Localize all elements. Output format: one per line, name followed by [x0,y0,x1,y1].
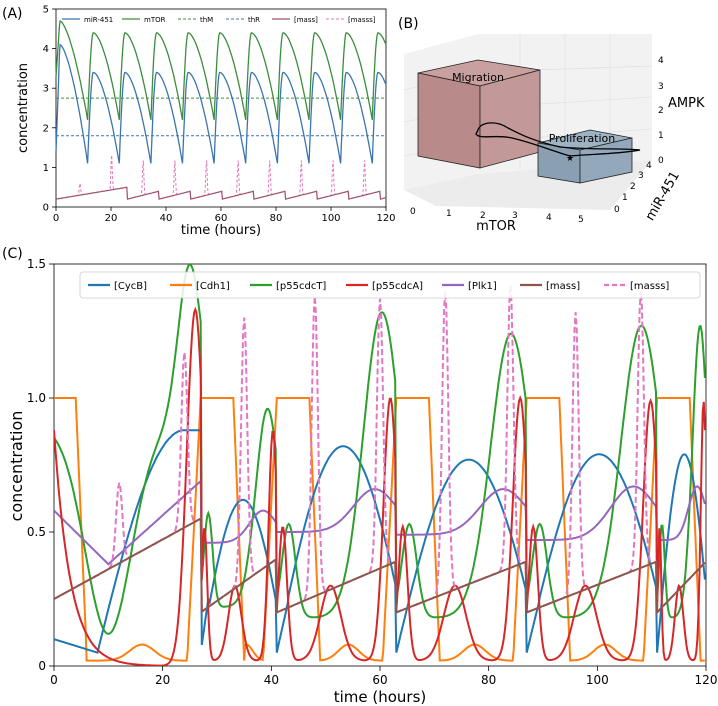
series-c-cdh1 [54,397,705,662]
series-a-mass [55,186,387,200]
panel-c-legend: [CycB] [Cdh1] [p55cdcT] [p55cdcA] [Plk1]… [79,271,701,299]
series-a-mir451 [55,43,387,164]
panel-a-plot: 0 20 40 60 80 100 120 0 1 2 3 4 5 [43,5,396,225]
panel-a-xlabel: time (hours) [181,223,261,238]
a-ytick-5: 5 [43,5,49,16]
y3-tick-4: 4 [646,161,652,171]
c-xtick-4: 80 [481,673,496,687]
y3-tick-1: 1 [622,193,628,203]
migration-label: Migration [452,71,504,84]
c-xtick-1: 20 [155,673,170,687]
panel-a-ylabel: concentration [16,63,31,153]
legend-c-mass-s: [masss] [630,281,669,292]
c-xtick-0: 0 [50,673,58,687]
c-xtick-5: 100 [586,673,609,687]
migration-front [417,72,481,169]
legend-a-thr: thR [248,16,260,24]
panel-a: (A) 0 20 40 60 80 100 120 0 1 2 3 4 5 time (hours) c… [2,5,396,239]
panel-c-frame [53,263,707,667]
c-xtick-2: 40 [264,673,279,687]
a-xtick-5: 100 [321,213,340,224]
panel-c-series-area [54,264,706,666]
panel-b-z-ticks: 0 1 2 3 4 [658,56,664,166]
legend-c-p55a: [p55cdcA] [372,281,423,292]
series-c-cycb [54,429,706,654]
panel-c: (C) 0 20 40 60 80 100 120 0 0.5 1.0 1.5 time (hour… [2,246,717,706]
a-ytick-0: 0 [43,203,49,214]
a-xtick-1: 20 [105,213,118,224]
legend-c-p55t: [p55cdcT] [276,281,326,292]
z-tick-1: 1 [658,131,664,141]
x3-tick-3: 3 [512,211,518,221]
migration-side [479,69,541,169]
series-c-mass [54,516,706,615]
trajectory-start-marker: ★ [566,154,574,164]
panel-a-label: (A) [2,6,23,22]
c-xtick-6: 120 [695,673,718,687]
z-tick-2: 2 [658,106,664,116]
panel-a-legend: miR-451 mTOR thM thR [mass] [masss] [62,16,376,24]
panel-b-zlabel: AMPK [668,96,705,111]
legend-c-mass: [mass] [546,281,580,292]
series-c-p55cdca [54,306,706,666]
x3-tick-0: 0 [410,207,416,217]
c-xtick-3: 60 [372,673,387,687]
y3-tick-0: 0 [614,205,620,215]
x3-tick-1: 1 [446,209,452,219]
z-tick-3: 3 [658,82,664,92]
panel-b-y-ticks: 0 1 2 3 4 [614,161,652,215]
series-a-mass-s [55,155,387,200]
panel-b-ylabel: miR-451 [643,169,683,224]
x3-tick-5: 5 [578,215,584,225]
legend-a-mass-s: [masss] [348,16,376,24]
panel-b-x-ticks: 0 1 2 3 4 5 [410,207,584,225]
z-tick-4: 4 [658,56,664,66]
c-ytick-0: 0 [38,659,46,673]
legend-a-thm: thM [200,16,213,24]
legend-c-cycb: [CycB] [114,281,147,292]
proliferation-label: Proliferation [549,132,616,145]
trajectory [475,122,641,157]
a-xtick-2: 40 [160,213,173,224]
legend-a-mtor: mTOR [144,16,166,24]
legend-c-cdh1: [Cdh1] [196,281,230,292]
a-ytick-4: 4 [43,44,49,55]
panel-c-ylabel: concentration [7,411,26,522]
x3-tick-4: 4 [546,213,552,223]
a-xtick-6: 120 [376,213,395,224]
a-xtick-3: 60 [215,213,228,224]
y3-tick-3: 3 [638,171,644,181]
legend-c-plk1: [Plk1] [468,281,497,292]
x3-tick-2: 2 [480,211,486,221]
c-ytick-2: 1.0 [27,391,46,405]
c-ytick-3: 1.5 [27,257,46,271]
series-c-plk1 [54,478,706,566]
c-ytick-1: 0.5 [27,525,46,539]
legend-a-mir451: miR-451 [84,16,113,24]
panel-c-legend-box [79,271,701,299]
panel-c-label: (C) [2,246,23,262]
legend-a-mass: [mass] [294,16,318,24]
y3-tick-2: 2 [630,182,636,192]
a-ytick-2: 2 [43,123,49,134]
panel-b-xlabel: mTOR [476,219,516,234]
a-ytick-3: 3 [43,84,49,95]
panel-b-label: (B) [398,16,419,32]
panel-b: (B) Migration Proliferation [398,16,705,234]
proliferation-box: Proliferation [537,129,633,184]
panel-c-plot: 0 20 40 60 80 100 120 0 0.5 1.0 1.5 [27,257,718,687]
panel-a-frame [55,8,387,208]
a-ytick-1: 1 [43,163,49,174]
migration-box: Migration [417,59,541,169]
a-xtick-0: 0 [53,213,59,224]
series-c-mass-s [54,285,706,615]
series-a-mtor [55,19,387,121]
z-tick-0: 0 [658,156,664,166]
panel-c-xlabel: time (hours) [334,688,427,706]
a-xtick-4: 80 [270,213,283,224]
